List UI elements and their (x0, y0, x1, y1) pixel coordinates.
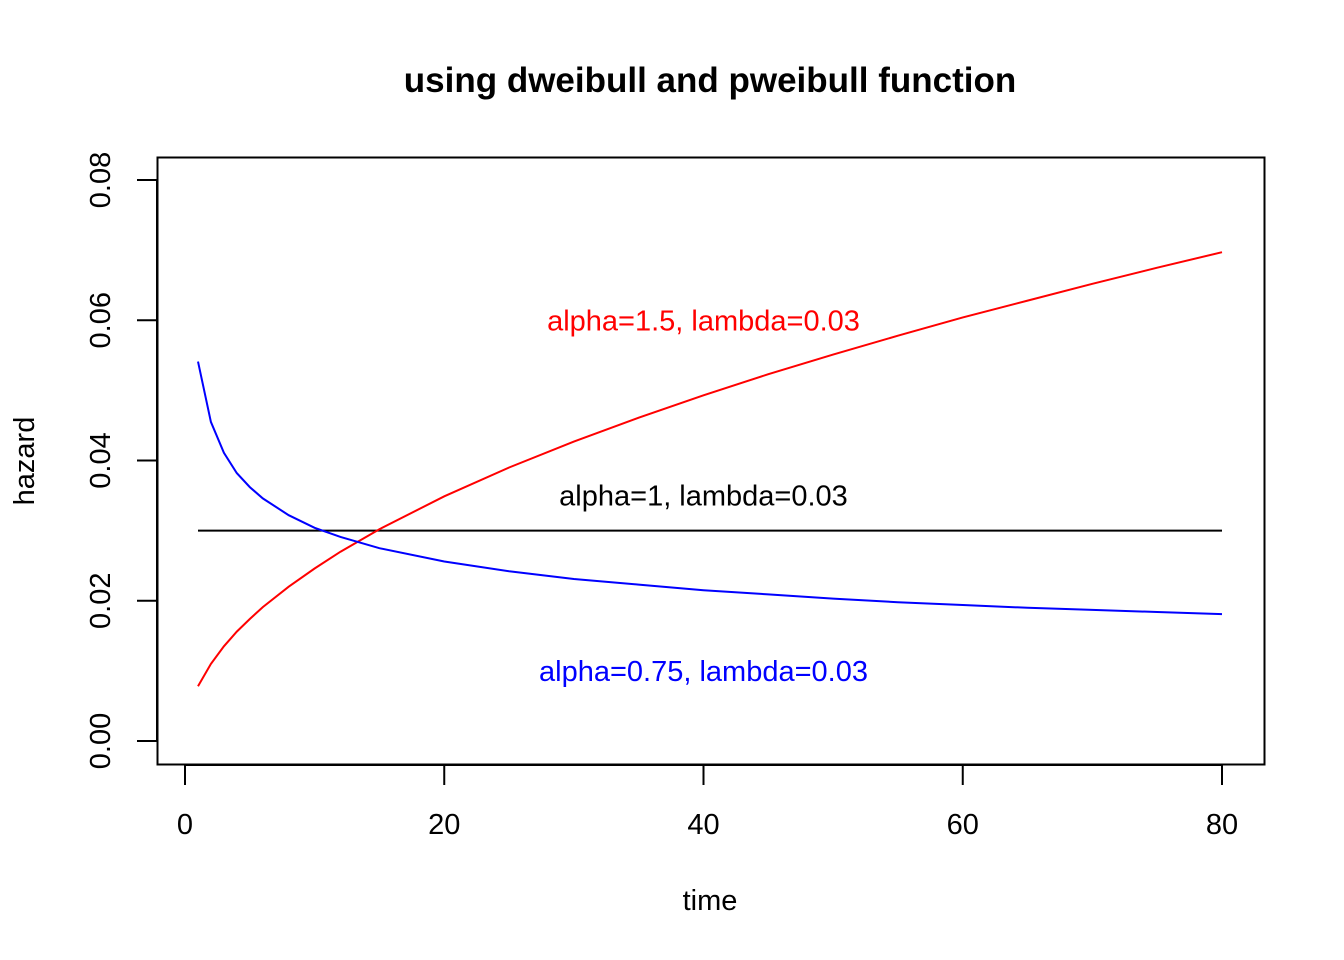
annotation-label: alpha=1, lambda=0.03 (559, 481, 848, 513)
y-tick-label: 0.08 (85, 152, 117, 208)
series-line-2 (197, 361, 1223, 616)
annotation-label: alpha=1.5, lambda=0.03 (547, 305, 860, 337)
x-tick-label: 40 (687, 809, 719, 841)
y-tick-label: 0.06 (85, 292, 117, 348)
x-tick-label: 0 (177, 809, 193, 841)
x-tick-label: 60 (947, 809, 979, 841)
series-layer (197, 251, 1223, 687)
y-axis: 0.00 0.02 0.04 0.06 0.08 (85, 152, 158, 769)
y-axis-label: hazard (9, 417, 41, 506)
x-tick-label: 20 (428, 809, 460, 841)
x-axis: 0 20 40 60 80 (177, 764, 1238, 841)
y-tick-label: 0.00 (85, 713, 117, 769)
annotation-layer: alpha=1.5, lambda=0.03 alpha=1, lambda=0.… (539, 305, 868, 688)
chart-title: using dweibull and pweibull function (404, 61, 1016, 100)
x-tick-label: 80 (1206, 809, 1238, 841)
y-tick-label: 0.02 (85, 573, 117, 629)
series-line-1 (197, 251, 1223, 687)
annotation-label: alpha=0.75, lambda=0.03 (539, 656, 868, 688)
y-tick-label: 0.04 (85, 432, 117, 488)
x-axis-label: time (683, 885, 738, 917)
